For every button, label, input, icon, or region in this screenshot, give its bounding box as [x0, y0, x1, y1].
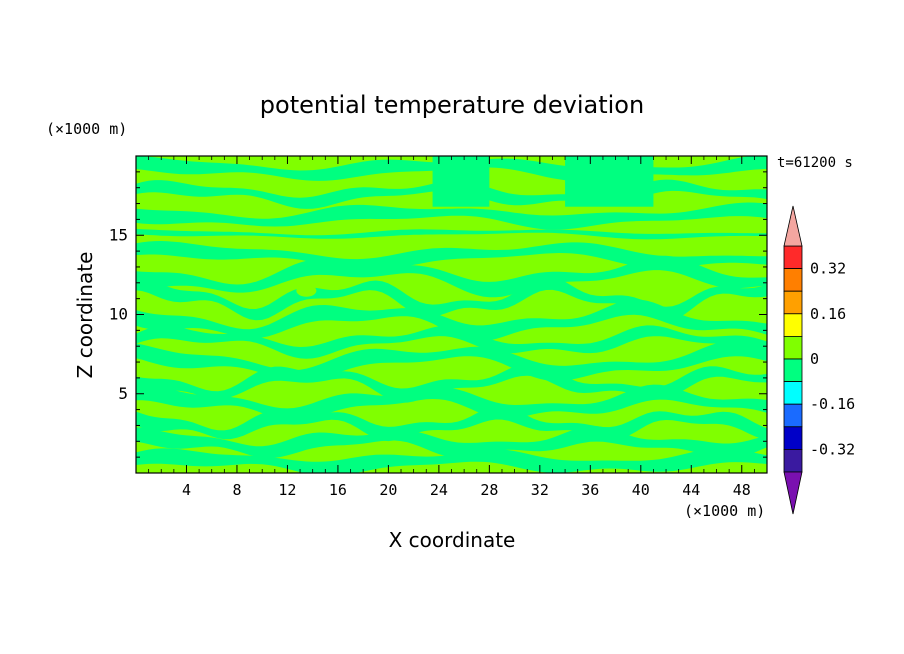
contour-band — [136, 228, 767, 240]
y-axis-label: Z coordinate — [73, 252, 97, 379]
colorbar-swatch — [783, 313, 803, 337]
y-tick-label: 15 — [109, 225, 128, 244]
x-tick-label: 36 — [581, 481, 599, 499]
x-axis: 4 8 12 16 20 24 28 32 36 40 44 48 — [148, 156, 755, 499]
contour-band — [136, 202, 767, 230]
colorbar-swatch — [783, 268, 803, 292]
x-tick-label: 20 — [379, 481, 397, 499]
x-tick-label: 4 — [182, 481, 191, 499]
x-tick-label: 32 — [531, 481, 549, 499]
contour-band — [136, 255, 767, 298]
colorbar-swatch — [783, 426, 803, 450]
chart-title: potential temperature deviation — [260, 91, 644, 119]
colorbar-swatch — [783, 335, 803, 360]
colorbar-swatch — [783, 381, 803, 405]
colorbar: 0.32 0.16 0 -0.16 -0.32 — [783, 205, 855, 515]
colorbar-swatch — [783, 358, 803, 383]
x-axis-label: X coordinate — [389, 528, 516, 552]
x-tick-label: 48 — [733, 481, 751, 499]
colorbar-swatch — [783, 290, 803, 315]
contour-band — [136, 299, 767, 342]
y-axis: 5 10 15 — [109, 171, 767, 458]
colorbar-label: 0.32 — [810, 260, 846, 278]
x-tick-label: 8 — [232, 481, 241, 499]
contour-band — [136, 340, 767, 382]
contour-band — [136, 384, 767, 422]
x-tick-label: 28 — [480, 481, 498, 499]
x-tick-label: 44 — [682, 481, 700, 499]
y-unit-label: (×1000 m) — [46, 120, 127, 138]
colorbar-label: -0.32 — [810, 440, 855, 458]
plot-area — [136, 156, 767, 473]
y-tick-label: 5 — [118, 384, 128, 403]
x-tick-label: 24 — [430, 481, 448, 499]
colorbar-label: -0.16 — [810, 395, 855, 413]
x-unit-label: (×1000 m) — [684, 502, 765, 520]
contour-band — [136, 448, 767, 473]
colorbar-swatch — [783, 448, 803, 473]
contour-bands — [136, 156, 767, 473]
x-tick-label: 40 — [632, 481, 650, 499]
x-tick-label: 12 — [278, 481, 296, 499]
contour-patch — [565, 156, 654, 207]
contour-patch — [432, 156, 490, 207]
colorbar-swatch — [783, 403, 803, 428]
contour-island — [296, 284, 317, 297]
contour-band — [136, 241, 767, 272]
time-label: t=61200 s — [777, 155, 853, 171]
colorbar-over-triangle — [783, 205, 803, 247]
colorbar-swatch — [783, 245, 803, 270]
x-tick-label: 16 — [329, 481, 347, 499]
colorbar-under-triangle — [783, 471, 803, 515]
colorbar-label: 0.16 — [810, 305, 846, 323]
y-tick-label: 10 — [109, 305, 128, 324]
colorbar-label: 0 — [810, 350, 819, 368]
contour-band — [136, 325, 767, 359]
